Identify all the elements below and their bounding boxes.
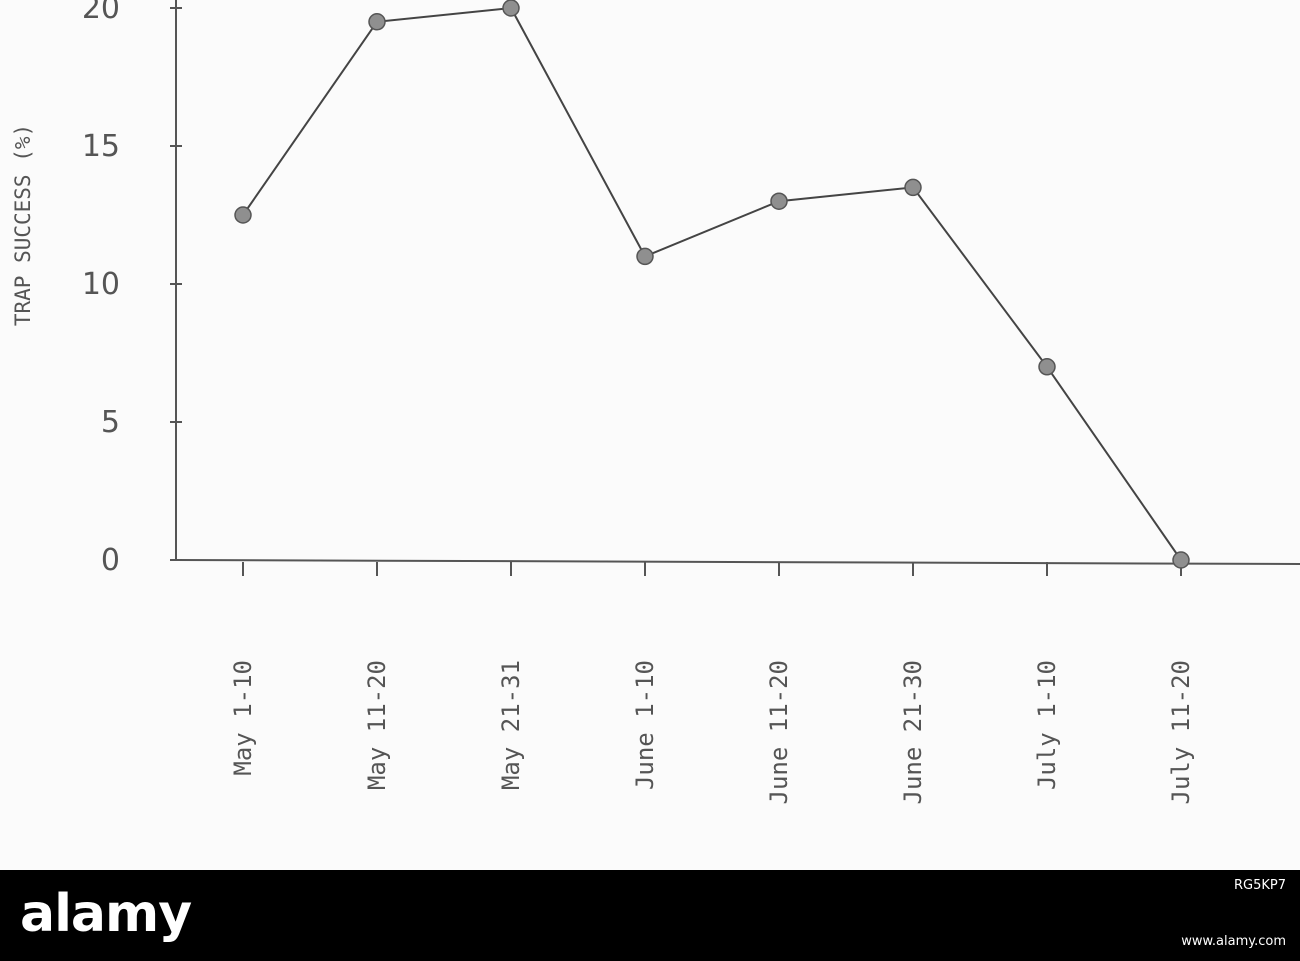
x-axis-ticks [242, 562, 1182, 576]
category-label: May 1-10 [229, 660, 257, 776]
category-labels: May 1-10 May 11-20 May 21-31 June 1-10 June … [229, 660, 1195, 805]
data-point [1172, 551, 1190, 569]
category-label: May 11-20 [363, 660, 391, 790]
y-tick-label: 0 [101, 543, 120, 578]
data-point [904, 178, 922, 197]
data-point [1038, 358, 1056, 376]
category-label: July 11-20 [1167, 660, 1195, 805]
x-axis-line [175, 559, 1300, 565]
y-tick-label: 5 [101, 405, 120, 440]
image-id: RG5KP7 [1233, 878, 1286, 893]
series-line [242, 6, 1182, 561]
category-label: May 21-31 [497, 660, 525, 790]
alamy-logo: alamy [20, 884, 192, 944]
y-axis-ticks: 0 5 10 15 20 [82, 0, 182, 578]
data-point [368, 13, 386, 31]
data-point [636, 247, 654, 266]
y-tick-label: 10 [82, 267, 120, 302]
y-tick-label: 20 [82, 0, 120, 26]
category-label: July 1-10 [1033, 660, 1061, 790]
data-point [770, 192, 788, 210]
category-label: June 1-10 [631, 660, 659, 790]
data-point [502, 0, 520, 17]
line-chart: 0 5 10 15 20 TRAP SUCCESS (%) May 1-10 May 11… [11, 0, 1300, 805]
category-label: June 11-20 [765, 660, 793, 805]
watermark-url: www.alamy.com [1181, 934, 1286, 949]
data-points [234, 0, 1190, 569]
data-point [234, 206, 252, 224]
y-tick-label: 15 [82, 129, 120, 164]
watermark-banner: alamy RG5KP7 www.alamy.com [0, 870, 1300, 961]
category-label: June 21-30 [899, 660, 927, 805]
y-axis-label: TRAP SUCCESS (%) [11, 124, 35, 326]
